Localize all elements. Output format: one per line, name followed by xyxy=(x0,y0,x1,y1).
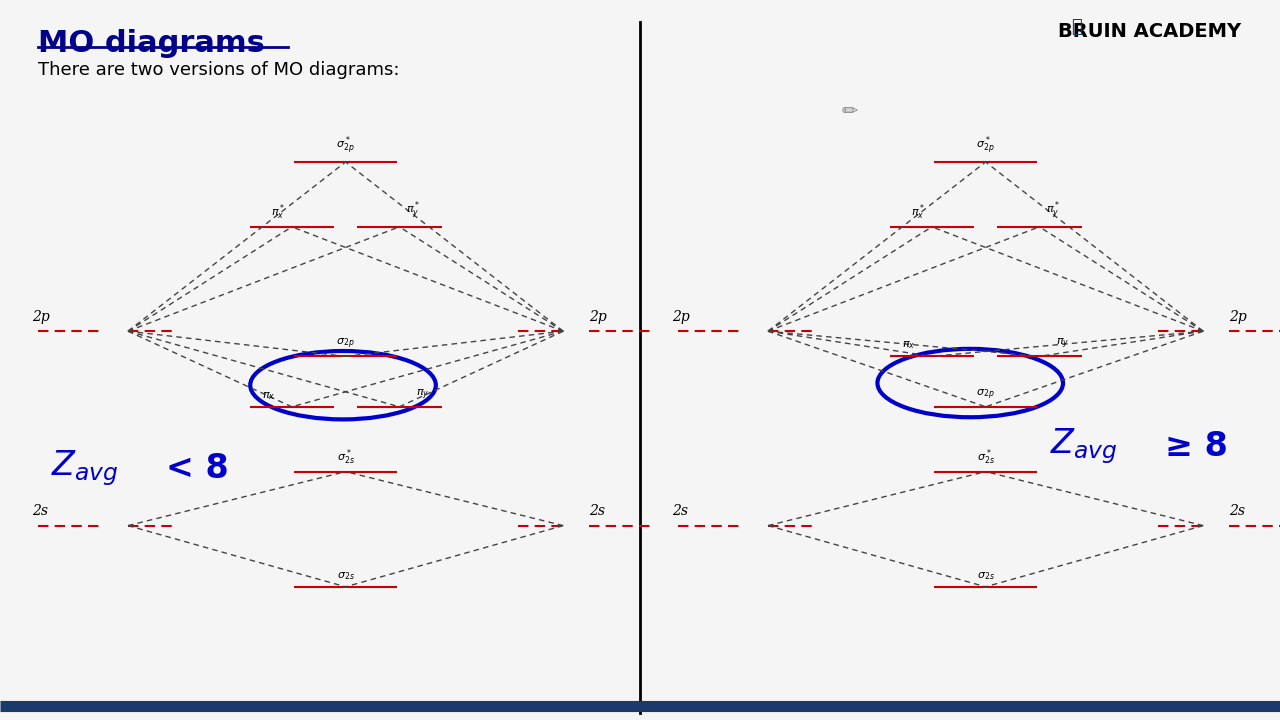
Text: $\pi_y^*$: $\pi_y^*$ xyxy=(406,199,421,222)
Text: ✏: ✏ xyxy=(842,102,858,121)
Text: $\pi_x$: $\pi_x$ xyxy=(902,340,915,351)
Text: BRUIN ACADEMY: BRUIN ACADEMY xyxy=(1059,22,1242,40)
Text: $\pi_y^*$: $\pi_y^*$ xyxy=(1046,199,1061,222)
Text: 🐾: 🐾 xyxy=(1071,18,1082,36)
Text: $\sigma_{2p}^*$: $\sigma_{2p}^*$ xyxy=(337,135,355,157)
Text: < 8: < 8 xyxy=(166,451,229,485)
Text: 2p: 2p xyxy=(672,310,690,324)
Text: $\sigma_{2s}^*$: $\sigma_{2s}^*$ xyxy=(337,447,355,467)
Text: ≥ 8: ≥ 8 xyxy=(1165,430,1228,463)
Text: 2s: 2s xyxy=(32,505,49,518)
Text: $\sigma_{2s}^*$: $\sigma_{2s}^*$ xyxy=(977,447,995,467)
Text: 2p: 2p xyxy=(1229,310,1247,324)
Text: 2s: 2s xyxy=(589,505,605,518)
Text: $\pi_x^*$: $\pi_x^*$ xyxy=(270,202,285,222)
Text: 2s: 2s xyxy=(1229,505,1244,518)
Text: $\pi_y$: $\pi_y$ xyxy=(416,387,429,402)
Text: $\pi_x^*$: $\pi_x^*$ xyxy=(910,202,925,222)
Text: $Z_{avg}$: $Z_{avg}$ xyxy=(51,448,119,488)
Text: 2s: 2s xyxy=(672,505,689,518)
Text: $\sigma_{2p}$: $\sigma_{2p}$ xyxy=(977,387,995,402)
Text: $\pi_x$: $\pi_x$ xyxy=(262,390,275,402)
Text: $\sigma_{2p}$: $\sigma_{2p}$ xyxy=(337,337,355,351)
Text: $\pi_y$: $\pi_y$ xyxy=(1056,337,1069,351)
Text: $Z_{avg}$: $Z_{avg}$ xyxy=(1050,426,1117,467)
Text: MO diagrams: MO diagrams xyxy=(38,29,265,58)
Text: $\sigma_{2s}$: $\sigma_{2s}$ xyxy=(977,570,995,582)
Text: 2p: 2p xyxy=(589,310,607,324)
Text: There are two versions of MO diagrams:: There are two versions of MO diagrams: xyxy=(38,61,399,79)
Text: $\sigma_{2s}$: $\sigma_{2s}$ xyxy=(337,570,355,582)
Text: $\sigma_{2p}^*$: $\sigma_{2p}^*$ xyxy=(977,135,995,157)
Text: 2p: 2p xyxy=(32,310,50,324)
